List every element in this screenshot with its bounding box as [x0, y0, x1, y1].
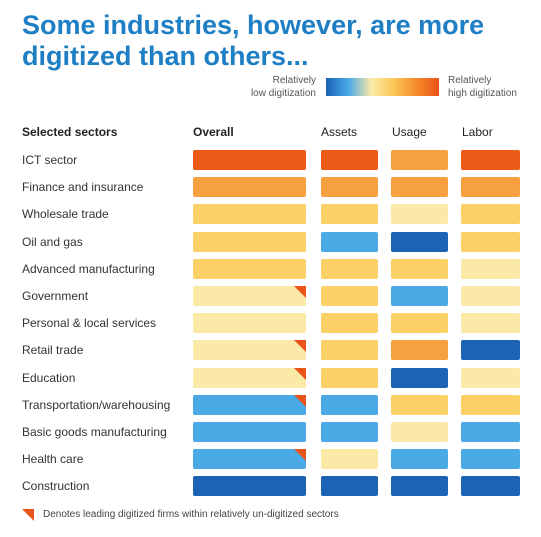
heatmap-cell-usage: [391, 340, 448, 360]
heatmap-cell-usage: [391, 449, 448, 469]
row-header: Selected sectors: [22, 125, 118, 139]
heatmap-cell-overall: [193, 476, 306, 496]
heatmap-cell-assets: [321, 422, 378, 442]
heatmap-cell-labor: [461, 177, 520, 197]
heatmap-cell-usage: [391, 259, 448, 279]
heatmap-cell-labor: [461, 313, 520, 333]
heatmap-cell-assets: [321, 232, 378, 252]
row-label: Wholesale trade: [22, 207, 109, 221]
heatmap-cell-usage: [391, 177, 448, 197]
heatmap-cell-overall: [193, 449, 306, 469]
heatmap-cell-assets: [321, 150, 378, 170]
row-label: Construction: [22, 479, 90, 493]
heatmap-cell-labor: [461, 340, 520, 360]
heatmap-cell-overall: [193, 259, 306, 279]
heatmap-cell-usage: [391, 422, 448, 442]
column-header-labor: Labor: [462, 125, 493, 139]
heatmap-cell-labor: [461, 150, 520, 170]
heatmap-cell-assets: [321, 476, 378, 496]
heatmap-cell-assets: [321, 395, 378, 415]
heatmap-cell-labor: [461, 259, 520, 279]
heatmap-cell-overall: [193, 150, 306, 170]
heatmap-cell-labor: [461, 422, 520, 442]
leading-firm-flag-icon: [294, 449, 306, 461]
row-label: Health care: [22, 452, 84, 466]
legend-low-label: Relatively low digitization: [206, 74, 316, 100]
row-label: Oil and gas: [22, 235, 83, 249]
heatmap-cell-labor: [461, 286, 520, 306]
leading-firm-flag-icon: [294, 286, 306, 298]
legend-low-line2: low digitization: [250, 88, 316, 99]
legend-low-line1: Relatively: [272, 75, 316, 86]
legend-gradient-bar: [326, 78, 439, 96]
heatmap-cell-labor: [461, 232, 520, 252]
heatmap-cell-overall: [193, 395, 306, 415]
footnote-flag-icon: [22, 509, 34, 521]
heatmap-cell-assets: [321, 204, 378, 224]
heatmap-cell-assets: [321, 368, 378, 388]
heatmap-cell-overall: [193, 368, 306, 388]
legend-high-label: Relatively high digitization: [448, 74, 538, 100]
leading-firm-flag-icon: [294, 340, 306, 352]
heatmap-cell-usage: [391, 286, 448, 306]
row-label: Education: [22, 371, 76, 385]
heatmap-cell-usage: [391, 150, 448, 170]
heatmap-cell-usage: [391, 232, 448, 252]
heatmap-cell-overall: [193, 422, 306, 442]
row-label: Retail trade: [22, 343, 84, 357]
heatmap-cell-assets: [321, 313, 378, 333]
legend-high-line2: high digitization: [448, 88, 517, 99]
row-label: Government: [22, 289, 89, 303]
chart-title: Some industries, however, are more digit…: [22, 10, 485, 71]
heatmap-cell-assets: [321, 177, 378, 197]
heatmap-cell-labor: [461, 476, 520, 496]
heatmap-cell-overall: [193, 286, 306, 306]
heatmap-cell-assets: [321, 286, 378, 306]
heatmap-cell-assets: [321, 340, 378, 360]
row-label: ICT sector: [22, 153, 78, 167]
heatmap-cell-usage: [391, 368, 448, 388]
heatmap-cell-usage: [391, 204, 448, 224]
heatmap-cell-labor: [461, 395, 520, 415]
column-header-assets: Assets: [321, 125, 358, 139]
heatmap-cell-labor: [461, 204, 520, 224]
row-label: Advanced manufacturing: [22, 262, 155, 276]
column-header-overall: Overall: [193, 125, 234, 139]
row-label: Personal & local services: [22, 316, 157, 330]
heatmap-cell-overall: [193, 313, 306, 333]
heatmap-cell-usage: [391, 313, 448, 333]
row-label: Finance and insurance: [22, 180, 144, 194]
footnote: Denotes leading digitized firms within r…: [43, 509, 339, 520]
legend-high-line1: Relatively: [448, 75, 492, 86]
leading-firm-flag-icon: [294, 368, 306, 380]
heatmap-cell-assets: [321, 259, 378, 279]
row-label: Transportation/warehousing: [22, 398, 171, 412]
heatmap-cell-overall: [193, 232, 306, 252]
heatmap-cell-overall: [193, 204, 306, 224]
heatmap-cell-assets: [321, 449, 378, 469]
heatmap-cell-labor: [461, 368, 520, 388]
heatmap-cell-usage: [391, 395, 448, 415]
leading-firm-flag-icon: [294, 395, 306, 407]
row-label: Basic goods manufacturing: [22, 425, 167, 439]
heatmap-cell-labor: [461, 449, 520, 469]
heatmap-cell-overall: [193, 340, 306, 360]
column-header-usage: Usage: [392, 125, 427, 139]
heatmap-cell-overall: [193, 177, 306, 197]
heatmap-cell-usage: [391, 476, 448, 496]
